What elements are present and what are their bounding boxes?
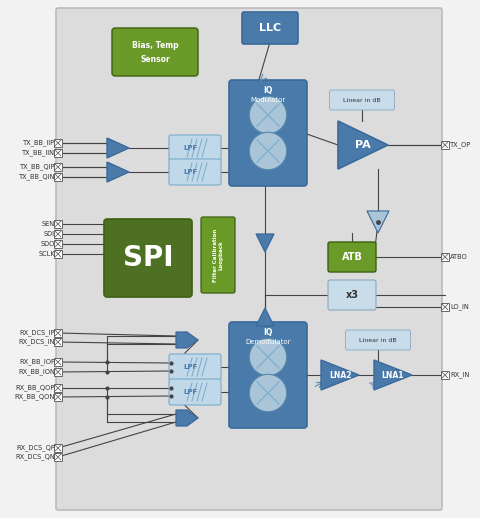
Bar <box>54 368 62 376</box>
Text: RX_DCS_QN: RX_DCS_QN <box>15 454 55 461</box>
Text: ATBO: ATBO <box>450 254 468 260</box>
Circle shape <box>249 338 287 376</box>
Polygon shape <box>374 360 412 390</box>
Bar <box>54 139 62 147</box>
Bar <box>54 393 62 401</box>
Polygon shape <box>176 332 198 348</box>
FancyBboxPatch shape <box>229 322 307 428</box>
Text: RX_BB_QON: RX_BB_QON <box>15 394 55 400</box>
Text: LPF: LPF <box>183 364 197 370</box>
FancyBboxPatch shape <box>329 90 395 110</box>
Text: PA: PA <box>355 140 371 150</box>
Text: SEN: SEN <box>42 221 55 227</box>
FancyBboxPatch shape <box>242 12 298 44</box>
Circle shape <box>249 132 287 170</box>
FancyBboxPatch shape <box>56 8 442 510</box>
Text: TX_OP: TX_OP <box>450 141 471 148</box>
Text: LNA2: LNA2 <box>329 370 351 380</box>
Text: Linear in dB: Linear in dB <box>343 97 381 103</box>
Text: Sensor: Sensor <box>140 54 170 64</box>
Text: SCLK: SCLK <box>38 251 55 257</box>
Text: Bias, Temp: Bias, Temp <box>132 40 178 50</box>
FancyBboxPatch shape <box>169 159 221 185</box>
Bar <box>54 453 62 461</box>
Polygon shape <box>256 308 274 326</box>
Text: SDO: SDO <box>41 241 55 247</box>
Text: x3: x3 <box>346 290 359 300</box>
Text: TX_BB_QIP: TX_BB_QIP <box>20 164 55 170</box>
Bar <box>441 371 449 379</box>
Text: LNA1: LNA1 <box>382 370 404 380</box>
Bar <box>54 358 62 366</box>
Polygon shape <box>107 138 129 158</box>
Text: ATB: ATB <box>342 252 362 262</box>
Polygon shape <box>338 121 388 169</box>
Bar <box>54 230 62 238</box>
Text: IQ: IQ <box>264 328 273 338</box>
Text: RX_BB_IOP: RX_BB_IOP <box>19 358 55 365</box>
Text: TX_BB_IIN: TX_BB_IIN <box>22 150 55 156</box>
FancyBboxPatch shape <box>201 217 235 293</box>
Bar <box>54 149 62 157</box>
Text: RX_DCS_IN: RX_DCS_IN <box>19 339 55 346</box>
FancyBboxPatch shape <box>229 80 307 186</box>
FancyBboxPatch shape <box>328 242 376 272</box>
FancyBboxPatch shape <box>112 28 198 76</box>
Polygon shape <box>176 410 198 426</box>
FancyBboxPatch shape <box>169 135 221 161</box>
Circle shape <box>249 375 287 412</box>
Polygon shape <box>256 234 274 252</box>
Bar <box>54 240 62 248</box>
Bar <box>54 163 62 171</box>
Bar <box>441 303 449 311</box>
Text: LPF: LPF <box>183 169 197 175</box>
Polygon shape <box>321 360 359 390</box>
FancyBboxPatch shape <box>328 280 376 310</box>
Polygon shape <box>107 162 129 182</box>
Circle shape <box>249 96 287 134</box>
Text: LPF: LPF <box>183 145 197 151</box>
Bar <box>54 220 62 228</box>
FancyBboxPatch shape <box>169 379 221 405</box>
Bar <box>54 384 62 392</box>
FancyBboxPatch shape <box>346 330 410 350</box>
Text: RX_BB_ION: RX_BB_ION <box>18 369 55 376</box>
Text: LPF: LPF <box>183 389 197 395</box>
Text: Demodulator: Demodulator <box>245 339 291 345</box>
Bar <box>54 329 62 337</box>
Text: RX_IN: RX_IN <box>450 371 469 378</box>
Text: Modulator: Modulator <box>251 97 286 103</box>
FancyBboxPatch shape <box>104 219 192 297</box>
Text: RX_BB_QOP: RX_BB_QOP <box>16 385 55 392</box>
Text: Linear in dB: Linear in dB <box>359 338 397 342</box>
Bar <box>54 338 62 346</box>
Text: TX_BB_IIP: TX_BB_IIP <box>23 140 55 147</box>
Polygon shape <box>367 211 389 233</box>
Bar <box>441 253 449 261</box>
Text: SDI: SDI <box>44 231 55 237</box>
Bar <box>54 250 62 258</box>
Text: SPI: SPI <box>123 244 173 272</box>
Text: TX_BB_QIN: TX_BB_QIN <box>19 174 55 180</box>
Bar <box>441 141 449 149</box>
Text: LO_IN: LO_IN <box>450 304 469 310</box>
Bar <box>54 444 62 452</box>
FancyBboxPatch shape <box>169 354 221 380</box>
Bar <box>54 173 62 181</box>
Text: Filter Calibration
Loopback: Filter Calibration Loopback <box>213 228 223 282</box>
Text: RX_DCS_IP: RX_DCS_IP <box>20 329 55 336</box>
Text: IQ: IQ <box>264 87 273 95</box>
Text: LLC: LLC <box>259 23 281 33</box>
Text: RX_DCS_QP: RX_DCS_QP <box>16 444 55 451</box>
